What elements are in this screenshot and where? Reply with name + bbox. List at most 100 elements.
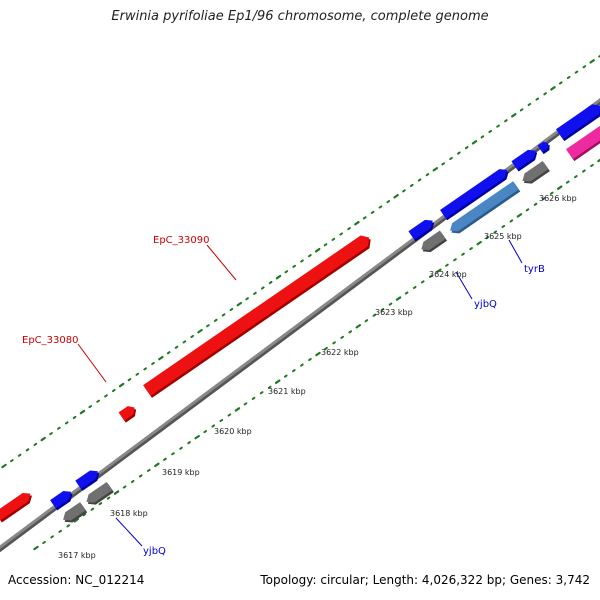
gene-f15[interactable] [566, 124, 600, 162]
gene-body [143, 235, 370, 396]
gene-f1[interactable] [0, 492, 32, 523]
tick-mark [541, 197, 546, 201]
inner-tick-row [33, 158, 600, 551]
gene-body [75, 470, 98, 489]
tick-mark [380, 308, 385, 312]
gene-f6[interactable] [421, 230, 448, 253]
tick-mark [436, 268, 442, 274]
tick-mark [404, 291, 409, 295]
tick-mark [182, 340, 187, 344]
gene-body [566, 125, 600, 160]
tick-mark [211, 424, 216, 428]
leader-line [508, 239, 523, 264]
tick-mark [393, 193, 399, 199]
tick-mark [461, 252, 465, 256]
gene-f2[interactable] [118, 406, 137, 423]
scale-label: 3622 kbp [321, 348, 359, 357]
tick-mark [283, 374, 288, 378]
tick-mark [151, 361, 155, 366]
gene-f6[interactable] [63, 502, 88, 523]
tick-mark [355, 324, 362, 329]
feature-label: tyrB [508, 239, 545, 275]
tick-mark [163, 457, 167, 461]
tick-mark [471, 140, 478, 145]
tick-mark [259, 391, 264, 395]
feature-label-text: yjbQ [474, 299, 497, 310]
tick-mark [158, 355, 164, 361]
tick-mark [292, 264, 296, 268]
gene-f13[interactable] [537, 141, 550, 155]
tick-mark [221, 313, 226, 317]
tick-mark [194, 434, 200, 440]
gene-features[interactable] [0, 104, 600, 523]
leader-line [206, 244, 237, 281]
tick-mark [550, 86, 556, 91]
tick-mark [504, 119, 508, 123]
tick-mark [50, 535, 54, 539]
gene-f11[interactable] [511, 149, 538, 172]
gene-body [440, 169, 508, 219]
tick-mark [535, 97, 540, 101]
gene-body [63, 502, 86, 521]
tick-mark [236, 301, 243, 307]
tick-mark [171, 452, 175, 456]
tick-mark [58, 529, 62, 533]
tick-mark [362, 216, 367, 220]
tick-mark [574, 70, 579, 74]
tick-mark [42, 540, 46, 545]
tick-mark [72, 415, 77, 420]
tick-mark [118, 382, 125, 388]
gene-f8[interactable] [440, 169, 509, 221]
tick-mark [449, 156, 453, 161]
tick-mark [354, 220, 360, 226]
tick-mark [64, 421, 69, 425]
leader-line [77, 343, 107, 383]
gene-body [421, 230, 446, 251]
tick-mark [395, 296, 402, 301]
tick-mark [543, 92, 547, 96]
tick-mark [324, 346, 328, 351]
tick-mark [40, 436, 46, 442]
gene-body [86, 481, 113, 503]
gene-f7[interactable] [408, 219, 435, 242]
tick-mark [106, 496, 111, 500]
tick-mark [348, 330, 353, 334]
gene-body [511, 149, 536, 170]
tick-mark [339, 232, 344, 236]
outer-tick-row [1, 54, 600, 469]
tick-mark [469, 247, 473, 251]
gene-body [408, 219, 433, 240]
gene-f3[interactable] [143, 235, 371, 398]
tick-mark [127, 378, 132, 382]
gene-f10[interactable] [450, 181, 521, 234]
gene-f14[interactable] [556, 104, 600, 142]
tick-mark [138, 474, 143, 478]
tick-mark [275, 274, 282, 280]
gene-body [537, 141, 549, 153]
tick-mark [260, 286, 265, 290]
tick-mark [519, 108, 524, 112]
tick-mark [268, 280, 273, 285]
feature-label-text: EpC_33080 [22, 335, 78, 346]
scale-label: 3618 kbp [110, 509, 148, 518]
tick-mark [464, 146, 469, 150]
gene-f12[interactable] [522, 160, 550, 184]
tick-mark [332, 341, 336, 345]
tick-mark [501, 224, 506, 229]
feature-label: yjbQ [455, 271, 497, 310]
tick-mark [409, 183, 414, 188]
tick-mark [412, 285, 417, 290]
tick-mark [582, 65, 587, 69]
tick-mark [17, 453, 22, 457]
tick-mark [292, 369, 296, 373]
gene-f9[interactable] [86, 481, 114, 505]
feature-label-text: yjbQ [143, 546, 166, 557]
gene-f5[interactable] [75, 470, 100, 491]
tick-mark [315, 351, 321, 357]
gene-f4[interactable] [50, 491, 73, 511]
backbone-line [0, 98, 600, 549]
map-title: Erwinia pyrifoliae Ep1/96 chromosome, co… [111, 9, 489, 24]
tick-mark [533, 202, 538, 206]
feature-label: EpC_33090 [153, 235, 237, 281]
